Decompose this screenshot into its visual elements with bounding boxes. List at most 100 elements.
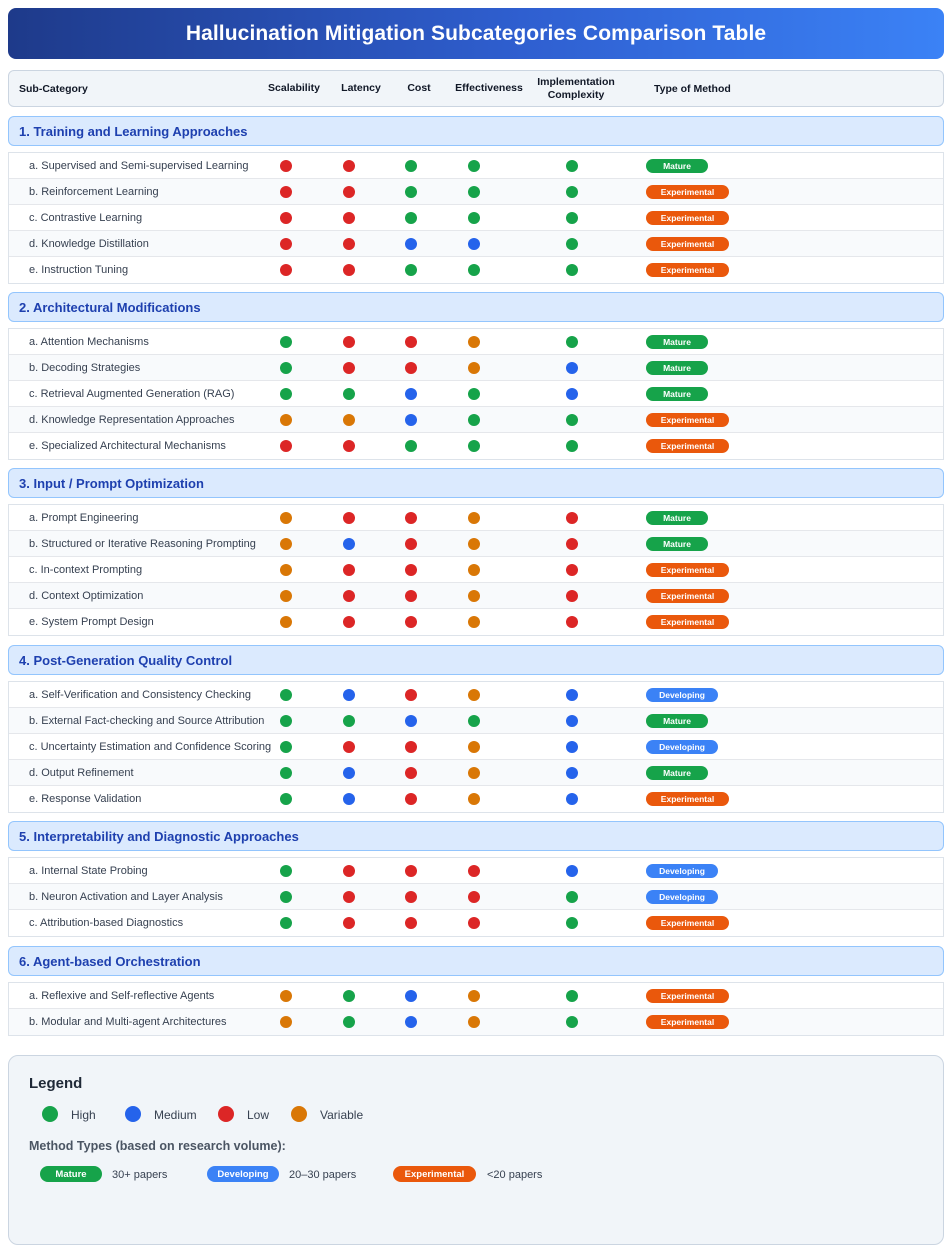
complexity-rating-dot-high (566, 917, 578, 929)
effectiveness-rating-dot-high (468, 212, 480, 224)
cost-rating-dot-low (405, 865, 417, 877)
legend-badge-mature: Mature (40, 1166, 102, 1182)
row-label: b. Reinforcement Learning (29, 185, 159, 198)
complexity-rating-dot-high (566, 990, 578, 1002)
latency-rating-dot-low (343, 891, 355, 903)
scalability-rating-dot-high (280, 865, 292, 877)
complexity-rating-dot-medium (566, 689, 578, 701)
complexity-rating-dot-medium (566, 865, 578, 877)
scalability-rating-dot-low (280, 440, 292, 452)
header-subcategory: Sub-Category (19, 82, 88, 95)
table-row: a. Supervised and Semi-supervised Learni… (9, 153, 943, 179)
table-row: a. Prompt Engineering Mature (9, 505, 943, 531)
table-row: c. Contrastive Learning Experimental (9, 205, 943, 231)
latency-rating-dot-high (343, 1016, 355, 1028)
latency-rating-dot-low (343, 512, 355, 524)
method-badge-mature: Mature (646, 159, 708, 173)
cost-rating-dot-medium (405, 238, 417, 250)
legend-desc-mature: 30+ papers (112, 1169, 168, 1181)
legend-dot-variable (291, 1106, 307, 1122)
scalability-rating-dot-low (280, 186, 292, 198)
table-row: d. Output Refinement Mature (9, 760, 943, 786)
row-label: a. Prompt Engineering (29, 511, 139, 524)
complexity-rating-dot-high (566, 186, 578, 198)
scalability-rating-dot-variable (280, 616, 292, 628)
row-label: a. Attention Mechanisms (29, 335, 149, 348)
cost-rating-dot-low (405, 616, 417, 628)
latency-rating-dot-low (343, 865, 355, 877)
table-row: e. Specialized Architectural Mechanisms E… (9, 433, 943, 459)
table-row: b. Reinforcement Learning Experimental (9, 179, 943, 205)
cost-rating-dot-low (405, 793, 417, 805)
table-row: e. Response Validation Experimental (9, 786, 943, 812)
effectiveness-rating-dot-variable (468, 336, 480, 348)
complexity-rating-dot-high (566, 160, 578, 172)
effectiveness-rating-dot-high (468, 160, 480, 172)
cost-rating-dot-medium (405, 990, 417, 1002)
effectiveness-rating-dot-variable (468, 1016, 480, 1028)
effectiveness-rating-dot-variable (468, 793, 480, 805)
effectiveness-rating-dot-variable (468, 538, 480, 550)
complexity-rating-dot-low (566, 512, 578, 524)
row-label: e. Instruction Tuning (29, 263, 129, 276)
complexity-rating-dot-high (566, 212, 578, 224)
cost-rating-dot-low (405, 917, 417, 929)
cost-rating-dot-medium (405, 715, 417, 727)
row-label: a. Internal State Probing (29, 864, 148, 877)
table-row: c. Attribution-based Diagnostics Experime… (9, 910, 943, 936)
complexity-rating-dot-low (566, 538, 578, 550)
cost-rating-dot-low (405, 362, 417, 374)
latency-rating-dot-medium (343, 538, 355, 550)
cost-rating-dot-low (405, 336, 417, 348)
complexity-rating-dot-high (566, 414, 578, 426)
cost-rating-dot-low (405, 891, 417, 903)
cost-rating-dot-low (405, 689, 417, 701)
latency-rating-dot-high (343, 388, 355, 400)
effectiveness-rating-dot-high (468, 440, 480, 452)
legend-badge-developing: Developing (207, 1166, 279, 1182)
method-badge-mature: Mature (646, 387, 708, 401)
method-badge-experimental: Experimental (646, 439, 729, 453)
scalability-rating-dot-high (280, 336, 292, 348)
table-row: c. Retrieval Augmented Generation (RAG) M… (9, 381, 943, 407)
header-latency: Latency (341, 82, 381, 94)
scalability-rating-dot-high (280, 689, 292, 701)
row-label: e. Response Validation (29, 792, 142, 805)
latency-rating-dot-low (343, 917, 355, 929)
effectiveness-rating-dot-variable (468, 689, 480, 701)
row-label: a. Reflexive and Self-reflective Agents (29, 989, 215, 1002)
scalability-rating-dot-variable (280, 512, 292, 524)
cost-rating-dot-low (405, 767, 417, 779)
latency-rating-dot-low (343, 336, 355, 348)
row-label: d. Context Optimization (29, 589, 144, 602)
cost-rating-dot-high (405, 440, 417, 452)
latency-rating-dot-low (343, 616, 355, 628)
cost-rating-dot-low (405, 741, 417, 753)
row-label: b. External Fact-checking and Source Att… (29, 714, 265, 727)
cost-rating-dot-high (405, 212, 417, 224)
cost-rating-dot-low (405, 512, 417, 524)
method-badge-developing: Developing (646, 740, 718, 754)
method-badge-developing: Developing (646, 688, 718, 702)
row-label: b. Modular and Multi-agent Architectures (29, 1015, 227, 1028)
effectiveness-rating-dot-medium (468, 238, 480, 250)
latency-rating-dot-low (343, 160, 355, 172)
latency-rating-dot-low (343, 264, 355, 276)
method-badge-experimental: Experimental (646, 792, 729, 806)
complexity-rating-dot-high (566, 264, 578, 276)
method-badge-experimental: Experimental (646, 211, 729, 225)
scalability-rating-dot-low (280, 264, 292, 276)
effectiveness-rating-dot-high (468, 414, 480, 426)
complexity-rating-dot-low (566, 616, 578, 628)
section-header-1: 1. Training and Learning Approaches (8, 116, 944, 146)
table-row: a. Internal State Probing Developing (9, 858, 943, 884)
legend-badge-experimental: Experimental (393, 1166, 476, 1182)
table-row: a. Reflexive and Self-reflective Agents E… (9, 983, 943, 1009)
table-row: b. Decoding Strategies Mature (9, 355, 943, 381)
section-header-4: 4. Post-Generation Quality Control (8, 645, 944, 675)
method-badge-mature: Mature (646, 537, 708, 551)
legend-method-title: Method Types (based on research volume): (29, 1139, 286, 1153)
table-row: a. Attention Mechanisms Mature (9, 329, 943, 355)
cost-rating-dot-high (405, 160, 417, 172)
method-badge-experimental: Experimental (646, 563, 729, 577)
